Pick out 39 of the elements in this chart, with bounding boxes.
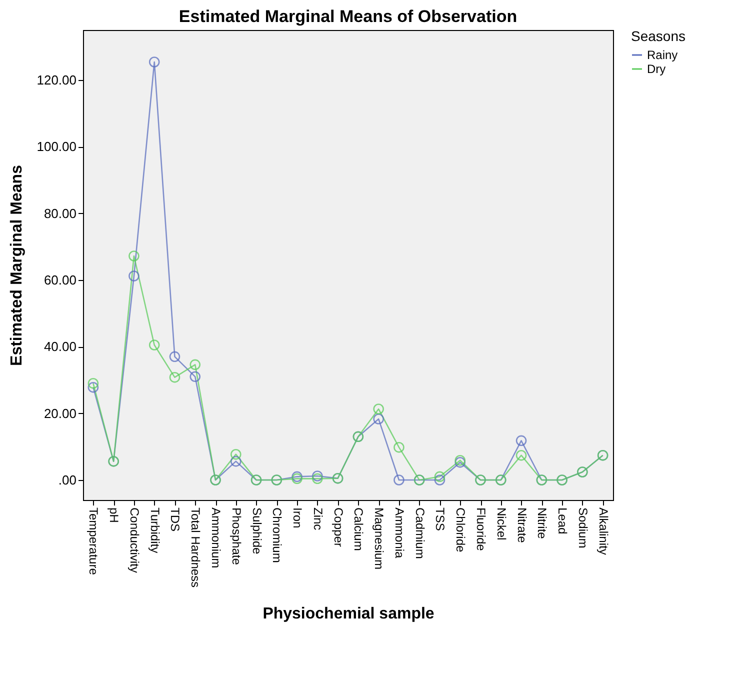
chart-title: Estimated Marginal Means of Observation [178, 7, 518, 26]
y-axis-title: Estimated Marginal Means [8, 164, 26, 366]
x-tick-label: Copper [331, 508, 346, 547]
y-tick-label: 20.00 [44, 406, 76, 421]
x-tick-label: Chloride [454, 508, 468, 553]
legend-label: Dry [647, 62, 666, 76]
x-tick-label: Fluoride [474, 508, 488, 552]
x-tick-label: Lead [556, 508, 570, 534]
x-tick-label: Calcium [352, 508, 366, 551]
y-tick-label: 60.00 [44, 272, 76, 288]
x-tick-label: Nitrite [535, 508, 550, 540]
x-tick-label: Nitrate [514, 508, 529, 544]
x-tick-label: Phosphate [229, 508, 244, 566]
y-tick-label: .00 [58, 472, 76, 488]
x-tick-label: Temperature [86, 508, 101, 576]
legend-title: Seasons [631, 28, 686, 44]
x-tick-label: Ammonium [209, 508, 223, 568]
y-tick-label: 120.00 [36, 72, 76, 88]
x-tick-label: Sodium [576, 508, 590, 548]
y-tick-label: 40.00 [44, 339, 76, 354]
x-tick-label: Magnesium [372, 508, 386, 570]
legend-label: Rainy [647, 48, 678, 62]
x-tick-label: Total Hardness [188, 508, 203, 588]
x-tick-label: TDS [168, 508, 182, 532]
x-tick-label: Conductivity [127, 508, 142, 573]
x-tick-label: TSS [433, 508, 448, 531]
x-axis-title: Physiochemial sample [262, 606, 434, 623]
x-tick-label: Alkalinity [596, 508, 610, 555]
x-tick-label: Ammonia [392, 508, 406, 559]
x-tick-label: Sulphide [250, 508, 264, 555]
x-tick-label: Chromium [270, 508, 284, 563]
x-tick-label: pH [107, 508, 122, 523]
y-tick-label: 100.00 [36, 139, 76, 154]
y-tick-label: 80.00 [44, 206, 76, 221]
x-tick-label: Cadmium [412, 508, 427, 559]
x-tick-label: Turbidity [148, 508, 162, 554]
x-tick-label: Iron [290, 508, 305, 528]
x-tick-label: Nickel [494, 508, 508, 540]
x-tick-label: Zinc [310, 508, 325, 530]
